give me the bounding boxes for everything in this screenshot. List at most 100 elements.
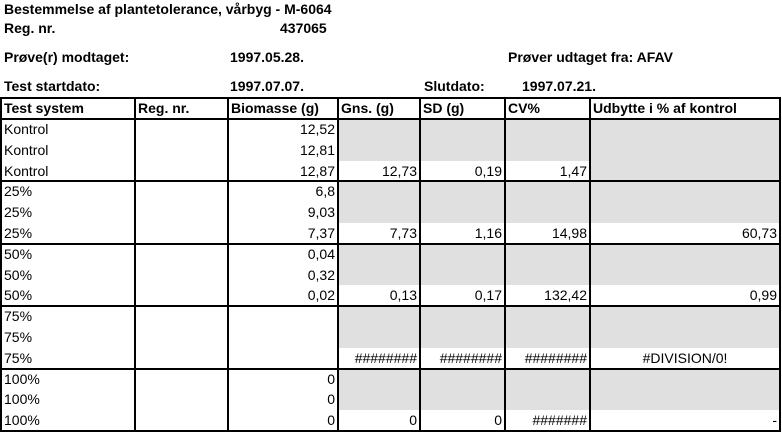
value: 1997.07.07. xyxy=(230,78,304,94)
table-cell: 1,47 xyxy=(559,162,587,179)
table-cell xyxy=(590,160,780,182)
table-cell: ######## xyxy=(354,349,417,366)
table-cell xyxy=(135,369,228,390)
label: Prøver udtaget fra: AFAV xyxy=(508,49,673,65)
table-cell xyxy=(338,389,420,411)
table-cell xyxy=(505,119,590,140)
table-cell xyxy=(135,348,228,369)
table-cell: 9,03 xyxy=(307,204,335,221)
table-cell xyxy=(505,368,590,390)
table-cell: 50% xyxy=(4,266,33,283)
table-cell xyxy=(505,243,590,265)
value: 437065 xyxy=(280,20,327,36)
table-cell: 50% xyxy=(4,245,33,262)
table-cell xyxy=(420,368,505,390)
table-cell xyxy=(228,348,338,369)
table-cell: Kontrol xyxy=(4,162,49,179)
row-border xyxy=(0,430,781,432)
table-cell: 0,99 xyxy=(749,287,777,304)
row-border xyxy=(0,180,781,183)
table-cell xyxy=(135,244,228,265)
table-cell xyxy=(338,202,420,223)
table-cell xyxy=(338,119,420,140)
column-header: CV% xyxy=(508,100,540,116)
column-header: SD (g) xyxy=(423,100,465,116)
table-cell xyxy=(505,327,590,348)
table-cell xyxy=(505,264,590,286)
table-cell xyxy=(228,306,338,327)
title: Bestemmelse af plantetolerance, vårbyg -… xyxy=(4,1,332,17)
table-cell: 12,73 xyxy=(381,162,417,179)
table-cell xyxy=(338,264,420,286)
table-cell: 0,04 xyxy=(307,245,335,262)
table-cell: 7,37 xyxy=(307,225,335,241)
row-border xyxy=(0,118,781,120)
label: Test startdato: xyxy=(4,78,101,94)
table-cell xyxy=(135,119,228,140)
table-cell: 0 xyxy=(327,370,335,387)
table-cell: 100% xyxy=(4,412,40,429)
table-cell: 60,73 xyxy=(741,225,777,241)
table-cell: 12,87 xyxy=(299,162,335,179)
column-border xyxy=(337,98,339,431)
table-cell xyxy=(590,181,780,203)
table-cell: #DIVISION/0! xyxy=(642,349,728,366)
table-cell xyxy=(338,368,420,390)
table-cell xyxy=(505,306,590,327)
value: 1997.05.28. xyxy=(230,49,304,65)
table-cell: 25% xyxy=(4,183,33,200)
table-cell: 25% xyxy=(4,225,33,241)
table-cell xyxy=(505,202,590,223)
table-cell xyxy=(590,139,780,161)
table-cell xyxy=(228,327,338,348)
table-cell: 132,42 xyxy=(544,287,587,304)
table-cell xyxy=(338,181,420,203)
table-cell: 0,13 xyxy=(389,287,417,304)
table-cell xyxy=(135,410,228,431)
table-cell: 7,73 xyxy=(389,225,417,241)
table-cell: 12,81 xyxy=(299,141,335,158)
column-border xyxy=(779,98,781,431)
table-cell xyxy=(135,285,228,306)
table-cell: 100% xyxy=(4,370,40,387)
table-cell: 6,8 xyxy=(315,183,335,200)
column-header: Gns. (g) xyxy=(341,100,394,116)
table-cell xyxy=(420,264,505,286)
table-cell: 14,98 xyxy=(551,225,587,241)
table-cell xyxy=(420,327,505,348)
column-header: Test system xyxy=(4,100,84,116)
table-cell: 25% xyxy=(4,204,33,221)
column-border xyxy=(589,98,591,431)
table-cell xyxy=(135,202,228,223)
table-cell xyxy=(590,327,780,348)
table-cell xyxy=(135,181,228,202)
table-cell xyxy=(590,243,780,265)
row-border xyxy=(0,97,781,99)
table-cell: 0,02 xyxy=(307,287,335,304)
table-cell: 100% xyxy=(4,391,40,408)
row-border xyxy=(0,305,781,308)
table-cell xyxy=(338,139,420,161)
table-cell: 75% xyxy=(4,308,33,325)
label: Slutdato: xyxy=(424,78,485,94)
table-cell xyxy=(590,368,780,390)
table-cell xyxy=(590,202,780,223)
table-cell: 75% xyxy=(4,349,33,366)
table-cell xyxy=(590,264,780,286)
table-cell: 0,17 xyxy=(474,287,502,304)
table-cell: 0 xyxy=(327,391,335,408)
table-cell: 0 xyxy=(494,412,502,429)
column-border xyxy=(419,98,421,431)
table-cell: 1,16 xyxy=(474,225,502,241)
column-border xyxy=(0,98,2,431)
label: Reg. nr. xyxy=(4,20,56,36)
table-cell xyxy=(420,181,505,203)
table-cell: 75% xyxy=(4,329,33,345)
table-cell xyxy=(338,243,420,265)
label: Prøve(r) modtaget: xyxy=(4,49,130,65)
table-cell xyxy=(420,119,505,140)
table-cell: 0,32 xyxy=(307,266,335,283)
table-cell xyxy=(135,389,228,410)
column-header: Reg. nr. xyxy=(138,100,190,116)
